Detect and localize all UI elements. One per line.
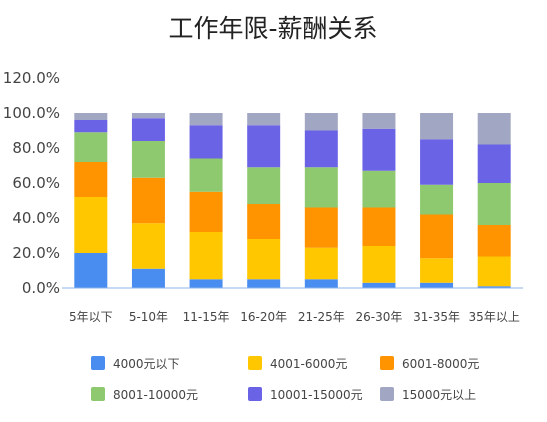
legend-item: 8001-10000元 [91,387,198,402]
legend-label: 4001-6000元 [270,357,347,371]
legend: 4000元以下 4001-6000元 6001-8000元 8001-10000元 10… [91,356,479,402]
legend-label: 4000元以下 [113,357,180,371]
bar-segment [477,256,511,287]
bar-segment [189,158,223,192]
y-tick-label: 0.0% [22,279,60,297]
bar-segment [304,279,338,288]
chart-title: 工作年限-薪酬关系 [168,14,377,43]
bar-segment [362,128,396,171]
bar-segment [131,118,165,141]
legend-item: 15000元以上 [380,387,476,402]
bar-segment [362,282,396,288]
bar-segment [420,184,454,215]
bar-segment [131,268,165,288]
bar-segment [420,214,454,259]
x-tick-label: 5年以下 [69,310,113,324]
bar-segment [477,113,511,145]
legend-label: 8001-10000元 [113,388,198,402]
bar-segment [247,204,281,239]
y-tick-label: 60.0% [12,174,60,192]
legend-label: 10001-15000元 [270,388,363,402]
bar-segment [362,207,396,246]
bar-segment [131,141,165,178]
bar-segment [247,167,281,204]
bar-segment [74,132,108,162]
bar-segment [131,113,165,119]
legend-item: 10001-15000元 [248,387,363,402]
bar-segment [477,144,511,183]
y-tick-label: 80.0% [12,139,60,157]
x-tick-label: 11-15年 [183,310,230,324]
bar-segment [189,191,223,232]
bar-segment [74,253,108,288]
bar-segment [304,207,338,248]
legend-swatch [248,387,262,401]
bar-segment [420,113,454,140]
bar-segment [247,279,281,288]
bar-segment [362,170,396,208]
x-tick-label: 26-30年 [356,310,403,324]
bar-segment [420,258,454,283]
bar-segment [477,286,511,288]
bar-segment [189,279,223,288]
x-tick-label: 16-20年 [240,310,287,324]
bar-segment [189,113,223,126]
legend-item: 4000元以下 [91,356,180,371]
bar-segment [247,125,281,168]
x-tick-label: 35年以上 [469,310,520,324]
bar-segment [477,183,511,225]
bar-segment [420,139,454,185]
bars [74,113,511,288]
legend-swatch [380,387,394,401]
legend-label: 6001-8000元 [402,357,479,371]
bar-segment [74,113,108,120]
y-tick-label: 20.0% [12,244,60,262]
x-tick-label: 5-10年 [129,310,168,324]
bar-segment [420,282,454,288]
legend-swatch [91,387,105,401]
legend-swatch [380,356,394,370]
x-tick-label: 21-25年 [298,310,345,324]
bar-segment [189,125,223,159]
bar-segment [477,225,511,257]
legend-item: 6001-8000元 [380,356,479,371]
bar-segment [362,113,396,129]
y-tick-label: 100.0% [3,104,60,122]
bar-segment [74,162,108,197]
legend-label: 15000元以上 [402,388,476,402]
bar-segment [304,167,338,208]
bar-segment [304,247,338,280]
bar-segment [304,113,338,131]
bar-segment [131,177,165,224]
bar-segment [247,113,281,126]
bar-segment [362,246,396,283]
bar-segment [304,130,338,168]
legend-swatch [91,356,105,370]
bar-segment [247,239,281,280]
bar-segment [189,232,223,280]
legend-item: 4001-6000元 [248,356,347,371]
bar-segment [74,120,108,133]
bar-segment [74,197,108,253]
bar-segment [131,223,165,269]
y-tick-label: 40.0% [12,209,60,227]
x-axis-ticks: 5年以下 5-10年 11-15年 16-20年 21-25年 26-30年 31-35年 3… [69,310,520,324]
y-axis-ticks: 0.0% 20.0% 40.0% 60.0% 80.0% 100.0% 120.0% [3,69,60,297]
legend-swatch [248,356,262,370]
y-tick-label: 120.0% [3,69,60,87]
x-tick-label: 31-35年 [413,310,460,324]
